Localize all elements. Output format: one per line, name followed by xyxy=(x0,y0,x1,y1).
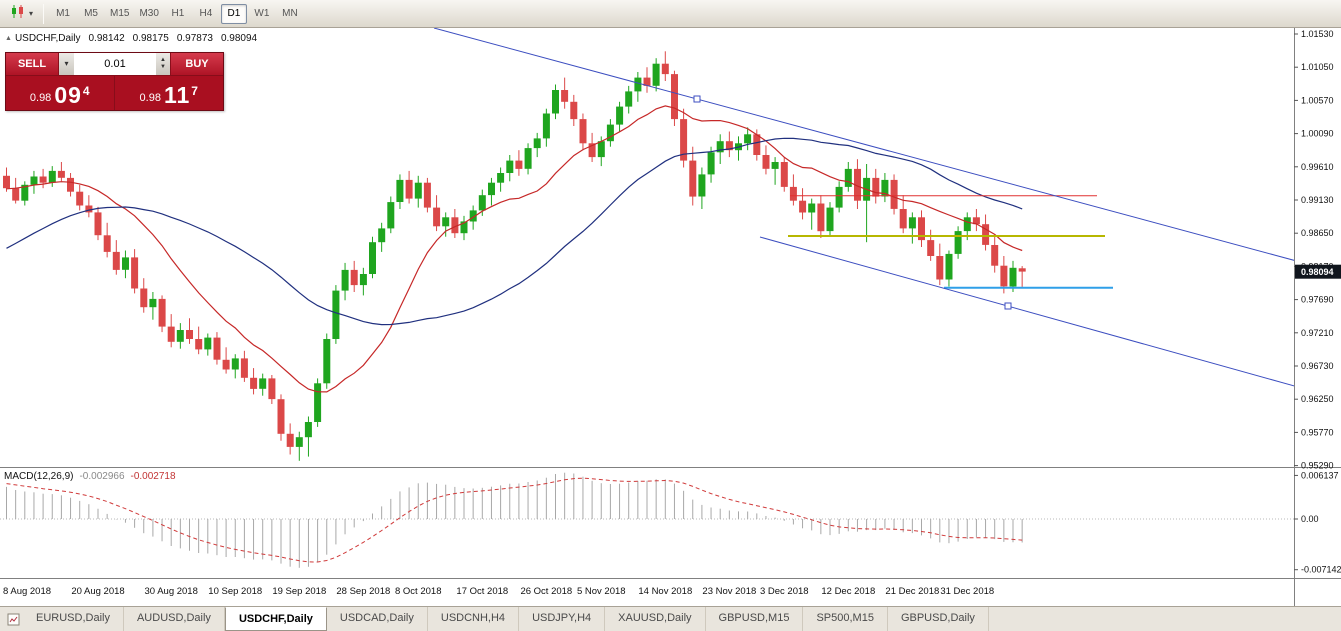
svg-text:10 Sep 2018: 10 Sep 2018 xyxy=(208,586,262,597)
timeframe-button-m15[interactable]: M15 xyxy=(110,7,130,19)
ohlc-open: 0.98142 xyxy=(88,33,125,44)
svg-text:23 Nov 2018: 23 Nov 2018 xyxy=(702,586,756,597)
sell-price[interactable]: 0.98 09 4 xyxy=(6,76,115,110)
svg-text:8 Oct 2018: 8 Oct 2018 xyxy=(395,586,441,597)
tab-usdchf-daily[interactable]: USDCHF,Daily xyxy=(224,607,327,631)
svg-text:5 Nov 2018: 5 Nov 2018 xyxy=(577,586,626,597)
timeframe-toolbar: M1 M5 M15 M30 H1 H4 D1 W1 MN xyxy=(49,3,304,24)
tab-list: EURUSD,Daily AUDUSD,Daily USDCHF,Daily USDC… xyxy=(23,607,989,631)
timeframe-button-w1[interactable]: W1 xyxy=(254,7,270,19)
svg-text:0.95290: 0.95290 xyxy=(1301,461,1334,471)
sell-price-prefix: 0.98 xyxy=(29,92,52,104)
svg-text:1.00090: 1.00090 xyxy=(1301,129,1334,139)
toolbar-separator xyxy=(43,3,45,24)
timeframe-button-m30[interactable]: M30 xyxy=(139,7,159,19)
svg-text:31 Dec 2018: 31 Dec 2018 xyxy=(940,586,994,597)
chart-header: ▲ USDCHF,Daily 0.98142 0.98175 0.97873 0.9809… xyxy=(5,33,257,44)
svg-text:0.96730: 0.96730 xyxy=(1301,361,1334,371)
svg-text:0.99130: 0.99130 xyxy=(1301,195,1334,205)
svg-text:14 Nov 2018: 14 Nov 2018 xyxy=(638,586,692,597)
buy-price-pipette: 7 xyxy=(191,84,198,98)
tab-usdcnh-h4[interactable]: USDCNH,H4 xyxy=(428,607,520,631)
svg-text:20 Aug 2018: 20 Aug 2018 xyxy=(71,586,124,597)
one-click-trading-panel: SELL ▾ 0.01 ▲ ▼ BUY 0.98 09 4 0.98 11 xyxy=(5,52,224,111)
timeframe-button-d1[interactable]: D1 xyxy=(220,3,247,24)
symbol-period-label: USDCHF,Daily xyxy=(14,33,81,44)
svg-text:8 Aug 2018: 8 Aug 2018 xyxy=(3,586,51,597)
tab-gbpusd-daily[interactable]: GBPUSD,Daily xyxy=(888,607,989,631)
timeframe-button-m5[interactable]: M5 xyxy=(84,7,98,19)
svg-text:0.98650: 0.98650 xyxy=(1301,228,1334,238)
svg-text:1.00570: 1.00570 xyxy=(1301,95,1334,105)
charts-icon[interactable] xyxy=(3,607,23,631)
candlestick-icon xyxy=(10,4,26,24)
lot-spinner[interactable]: ▲ ▼ xyxy=(156,53,171,75)
ohlc-close: 0.98094 xyxy=(220,33,258,44)
ohlc-low: 0.97873 xyxy=(176,33,213,44)
tab-usdjpy-h4[interactable]: USDJPY,H4 xyxy=(519,607,606,631)
spinner-up-icon[interactable]: ▲ xyxy=(160,57,166,63)
buy-button[interactable]: BUY xyxy=(171,53,223,75)
svg-text:0.97690: 0.97690 xyxy=(1301,295,1334,305)
price-chart-canvas[interactable]: 1.01530 1.01050 1.00570 1.00090 0.99610 0.991… xyxy=(0,28,1341,606)
buy-price-prefix: 0.98 xyxy=(139,92,161,104)
tab-audusd-daily[interactable]: AUDUSD,Daily xyxy=(124,607,225,631)
tab-sp500-m15[interactable]: SP500,M15 xyxy=(803,607,888,631)
svg-text:0.95770: 0.95770 xyxy=(1301,427,1334,437)
chart-window: 1.01530 1.01050 1.00570 1.00090 0.99610 0.991… xyxy=(0,28,1341,606)
svg-text:1.01050: 1.01050 xyxy=(1301,62,1334,72)
ohlc-high: 0.98175 xyxy=(132,33,169,44)
chevron-down-icon: ▾ xyxy=(29,8,34,18)
svg-text:17 Oct 2018: 17 Oct 2018 xyxy=(456,586,508,597)
sell-button[interactable]: SELL xyxy=(6,53,58,75)
timeframe-button-h1[interactable]: H1 xyxy=(171,7,185,19)
svg-text:0.97210: 0.97210 xyxy=(1301,328,1334,338)
svg-text:0.99610: 0.99610 xyxy=(1301,162,1334,172)
tab-eurusd-daily[interactable]: EURUSD,Daily xyxy=(23,607,124,631)
sell-price-big: 09 xyxy=(54,82,82,108)
timeframe-button-m1[interactable]: M1 xyxy=(56,7,70,19)
svg-text:26 Oct 2018: 26 Oct 2018 xyxy=(520,586,572,597)
macd-signal-value: -0.002718 xyxy=(130,471,176,482)
svg-text:3 Dec 2018: 3 Dec 2018 xyxy=(760,586,809,597)
sell-price-pipette: 4 xyxy=(82,84,90,98)
svg-text:21 Dec 2018: 21 Dec 2018 xyxy=(885,586,939,597)
chart-type-dropdown[interactable]: ▾ xyxy=(5,3,38,25)
lot-dropdown-caret-icon[interactable]: ▾ xyxy=(58,53,74,75)
svg-text:0.98094: 0.98094 xyxy=(1301,267,1334,277)
svg-text:30 Aug 2018: 30 Aug 2018 xyxy=(145,586,198,597)
toolbar: ▾ M1 M5 M15 M30 H1 H4 D1 W1 MN xyxy=(0,0,1341,28)
timeframe-button-h4[interactable]: H4 xyxy=(199,7,213,19)
macd-indicator-label: MACD(12,26,9) -0.002966 -0.002718 xyxy=(4,471,176,482)
lot-size-input[interactable]: 0.01 xyxy=(74,53,156,75)
svg-text:0.006137: 0.006137 xyxy=(1301,470,1339,480)
buy-price[interactable]: 0.98 11 7 xyxy=(115,76,224,110)
svg-text:0.96250: 0.96250 xyxy=(1301,394,1334,404)
tab-gbpusd-m15[interactable]: GBPUSD,M15 xyxy=(706,607,804,631)
svg-text:19 Sep 2018: 19 Sep 2018 xyxy=(272,586,326,597)
collapse-arrow-icon[interactable]: ▲ xyxy=(5,35,12,42)
svg-text:1.01530: 1.01530 xyxy=(1301,29,1334,39)
svg-text:-0.007142: -0.007142 xyxy=(1301,565,1341,575)
buy-price-big: 11 xyxy=(163,82,191,108)
macd-main-value: -0.002966 xyxy=(79,471,125,482)
timeframe-button-mn[interactable]: MN xyxy=(282,7,298,19)
svg-text:28 Sep 2018: 28 Sep 2018 xyxy=(336,586,390,597)
svg-text:12 Dec 2018: 12 Dec 2018 xyxy=(821,586,875,597)
macd-name: MACD(12,26,9) xyxy=(4,471,74,482)
tab-usdcad-daily[interactable]: USDCAD,Daily xyxy=(327,607,428,631)
spinner-down-icon[interactable]: ▼ xyxy=(160,64,166,70)
tab-xauusd-daily[interactable]: XAUUSD,Daily xyxy=(605,607,706,631)
svg-text:0.00: 0.00 xyxy=(1301,514,1319,524)
chart-tab-bar: EURUSD,Daily AUDUSD,Daily USDCHF,Daily USDC… xyxy=(0,606,1341,631)
